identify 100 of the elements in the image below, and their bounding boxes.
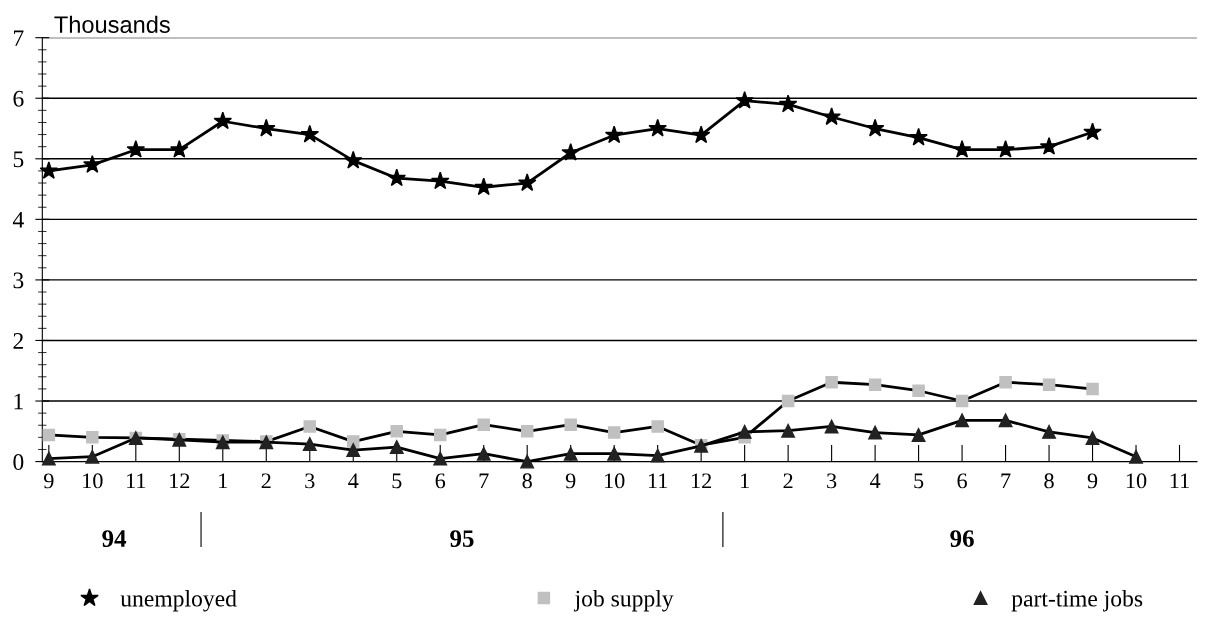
point	[347, 435, 360, 448]
x-tick-label: 11	[648, 473, 668, 489]
point	[302, 437, 317, 451]
point	[563, 446, 578, 461]
x-tick-label: 7	[479, 473, 489, 489]
point	[1086, 382, 1099, 396]
point	[868, 425, 883, 440]
y-tick-label: 5	[13, 151, 24, 168]
x-tick-label: 5	[392, 473, 402, 489]
x-tick-label: 1	[741, 473, 749, 489]
point	[433, 451, 448, 466]
x-tick-label: 10	[1126, 473, 1147, 489]
x-tick-label: 12	[692, 473, 712, 489]
x-tick-label: 2	[261, 473, 271, 489]
x-tick-label: 12	[170, 473, 190, 489]
y-axis-title: Thousands	[54, 15, 170, 34]
point	[561, 143, 580, 161]
x-tick-label: 4	[348, 473, 359, 489]
point	[735, 90, 754, 109]
x-tick-label: 11	[127, 473, 146, 489]
point	[213, 111, 233, 130]
point	[390, 425, 403, 438]
point	[824, 419, 839, 434]
point	[1039, 136, 1059, 155]
point	[303, 420, 317, 433]
point	[86, 431, 99, 444]
point	[607, 426, 621, 439]
point	[607, 446, 622, 461]
point	[474, 177, 493, 196]
point	[520, 425, 534, 438]
point	[1129, 449, 1143, 464]
point	[126, 139, 146, 158]
point	[39, 161, 59, 179]
text: 95	[450, 530, 474, 547]
point	[430, 171, 450, 190]
x-tick-label: 8	[522, 473, 532, 489]
point	[343, 150, 363, 169]
point	[42, 428, 56, 442]
point	[1042, 424, 1056, 439]
point	[865, 118, 885, 137]
point	[825, 375, 838, 389]
point	[1042, 378, 1056, 391]
point	[737, 424, 752, 439]
point	[691, 125, 711, 144]
y-tick-label: 4	[12, 212, 24, 228]
x-tick-label: 9	[44, 473, 54, 489]
legend-label: unemployed	[120, 589, 237, 612]
point	[476, 446, 491, 461]
point	[955, 413, 970, 428]
y-tick-label: 1	[14, 393, 23, 410]
x-tick-label: 2	[783, 473, 793, 489]
x-tick-label: 1	[219, 473, 228, 489]
x-tick-label: 4	[869, 473, 881, 489]
point	[520, 454, 535, 469]
y-tick-label: 2	[13, 333, 23, 349]
point	[387, 168, 407, 187]
point	[952, 139, 972, 158]
point	[433, 428, 447, 442]
point	[564, 418, 577, 431]
point	[256, 118, 276, 137]
x-tick-label: 5	[914, 473, 924, 489]
x-tick-label: 10	[83, 473, 103, 489]
point	[912, 384, 925, 397]
legend-label: job supply	[573, 589, 674, 612]
point	[650, 448, 665, 463]
x-tick-label: 3	[827, 473, 837, 489]
point	[911, 427, 926, 442]
y-tick-label: 6	[13, 90, 24, 107]
point	[389, 440, 404, 454]
text: 94	[102, 530, 127, 547]
point	[170, 139, 189, 158]
y-tick-label: 3	[13, 272, 24, 289]
point	[781, 423, 796, 438]
x-tick-label: 3	[305, 473, 315, 489]
point	[83, 155, 102, 173]
x-tick-label: 6	[435, 473, 446, 489]
point	[477, 418, 490, 431]
point	[998, 413, 1013, 428]
point	[1085, 431, 1100, 445]
y-tick-label: 7	[14, 30, 24, 46]
point	[651, 420, 664, 433]
point	[648, 118, 667, 137]
x-tick-label: 9	[565, 473, 576, 489]
x-tick-label: 8	[1044, 473, 1054, 489]
point	[604, 125, 624, 144]
point	[996, 139, 1015, 158]
point	[85, 449, 100, 464]
x-tick-label: 7	[1001, 473, 1011, 489]
point	[517, 173, 537, 192]
point	[781, 394, 795, 408]
point	[41, 451, 56, 466]
x-tick-label: 6	[957, 473, 967, 489]
y-tick-label: 0	[13, 454, 24, 470]
point	[300, 124, 320, 143]
x-tick-label: 9	[1087, 473, 1098, 489]
legend-label: part-time jobs	[1011, 589, 1143, 612]
point	[1083, 122, 1102, 141]
point	[868, 378, 882, 391]
point	[822, 107, 841, 126]
point	[778, 94, 798, 113]
